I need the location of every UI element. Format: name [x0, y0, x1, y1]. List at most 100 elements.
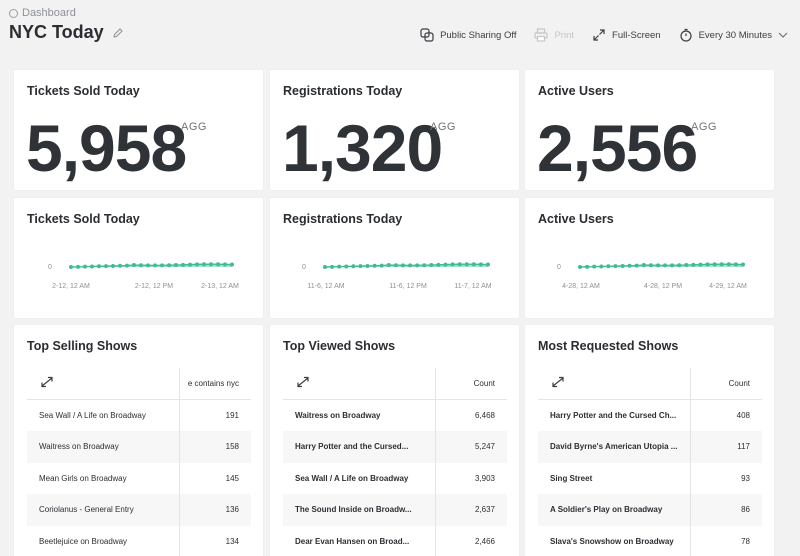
sparkline-point[interactable] — [677, 263, 682, 268]
sparkline-card-registrations[interactable]: Registrations Today 0 11-6, 12 AM 11-6, … — [270, 198, 519, 318]
table-row[interactable]: Dear Evan Hansen on Broad... 2,466 — [283, 525, 507, 556]
sparkline-point[interactable] — [379, 263, 384, 268]
sparkline-point[interactable] — [705, 262, 710, 267]
table-row[interactable]: Harry Potter and the Cursed Ch... 408 — [538, 399, 762, 431]
sparkline-point[interactable] — [655, 263, 660, 268]
sparkline-point[interactable] — [613, 264, 618, 269]
sparkline-point[interactable] — [606, 264, 611, 269]
sparkline-card-active-users[interactable]: Active Users 0 4-28, 12 AM 4-28, 12 PM 4… — [525, 198, 774, 318]
sparkline-point[interactable] — [726, 262, 731, 267]
sparkline-point[interactable] — [741, 262, 745, 267]
sparkline-point[interactable] — [358, 264, 363, 269]
sparkline-point[interactable] — [90, 264, 94, 269]
swap-arrows-icon[interactable] — [39, 374, 55, 390]
sparkline-point[interactable] — [641, 263, 646, 268]
edit-pencil-icon[interactable] — [112, 27, 124, 39]
sparkline-point[interactable] — [69, 265, 73, 269]
table-row[interactable]: Coriolanus - General Entry 136 — [27, 494, 251, 526]
sparkline-point[interactable] — [691, 262, 696, 267]
sparkline-point[interactable] — [230, 262, 234, 267]
sparkline-point[interactable] — [337, 264, 342, 269]
sparkline-point[interactable] — [443, 262, 448, 267]
sparkline-point[interactable] — [648, 263, 653, 268]
sparkline-point[interactable] — [111, 263, 115, 268]
sparkline-point[interactable] — [627, 263, 632, 268]
sparkline-point[interactable] — [167, 263, 171, 268]
sparkline-point[interactable] — [323, 265, 327, 269]
refresh-interval-dropdown[interactable]: Every 30 Minutes — [679, 28, 788, 42]
sparkline-card-tickets[interactable]: Tickets Sold Today 0 2-12, 12 AM 2-12, 1… — [14, 198, 263, 318]
table-row[interactable]: The Sound Inside on Broadw... 2,637 — [283, 494, 507, 526]
sparkline-point[interactable] — [344, 264, 349, 269]
table-row[interactable]: Beetlejuice on Broadway 134 — [27, 525, 251, 556]
table-row[interactable]: Sing Street 93 — [538, 462, 762, 494]
breadcrumb-label[interactable]: Dashboard — [22, 7, 76, 19]
table-row[interactable]: Sea Wall / A Life on Broadway 3,903 — [283, 462, 507, 494]
sparkline-point[interactable] — [634, 263, 639, 268]
sparkline-point[interactable] — [393, 263, 398, 268]
sparkline-point[interactable] — [365, 263, 370, 268]
sparkline-point[interactable] — [216, 262, 220, 267]
sparkline-point[interactable] — [372, 263, 377, 268]
breadcrumb[interactable]: Dashboard — [9, 7, 76, 19]
sparkline-point[interactable] — [83, 264, 87, 269]
sparkline-point[interactable] — [478, 262, 483, 267]
sparkline-point[interactable] — [599, 264, 604, 269]
sparkline-point[interactable] — [415, 263, 420, 268]
sparkline-point[interactable] — [139, 263, 143, 268]
column-header-count[interactable]: Count — [435, 368, 507, 399]
table-row[interactable]: Slava's Snowshow on Broadway 78 — [538, 525, 762, 556]
swap-columns-control[interactable] — [538, 374, 690, 392]
table-row[interactable]: Waitress on Broadway 158 — [27, 431, 251, 463]
sparkline-point[interactable] — [400, 263, 405, 268]
sparkline-point[interactable] — [104, 264, 108, 269]
sparkline-point[interactable] — [202, 262, 206, 267]
fullscreen-button[interactable]: Full-Screen — [592, 28, 661, 42]
sparkline-point[interactable] — [76, 264, 80, 269]
sparkline-point[interactable] — [486, 262, 490, 267]
public-sharing-button[interactable]: Public Sharing Off — [420, 28, 516, 42]
swap-columns-control[interactable] — [27, 374, 179, 392]
sparkline-point[interactable] — [620, 263, 625, 268]
sparkline-point[interactable] — [386, 263, 391, 268]
sparkline-point[interactable] — [450, 262, 455, 267]
sparkline-point[interactable] — [471, 262, 476, 267]
sparkline-point[interactable] — [160, 263, 164, 268]
table-row[interactable]: Waitress on Broadway 6,468 — [283, 399, 507, 431]
sparkline-point[interactable] — [684, 263, 689, 268]
sparkline-point[interactable] — [146, 263, 150, 268]
sparkline-point[interactable] — [663, 263, 668, 268]
sparkline-point[interactable] — [125, 263, 129, 268]
sparkline-point[interactable] — [181, 262, 185, 267]
sparkline-point[interactable] — [733, 262, 738, 267]
sparkline-point[interactable] — [457, 262, 462, 267]
swap-arrows-icon[interactable] — [550, 374, 566, 390]
sparkline-point[interactable] — [670, 263, 675, 268]
kpi-card-tickets[interactable]: Tickets Sold Today 5,958 AGG — [14, 70, 263, 190]
sparkline-point[interactable] — [422, 263, 427, 268]
sparkline-point[interactable] — [97, 264, 101, 269]
table-row[interactable]: A Soldier's Play on Broadway 86 — [538, 494, 762, 526]
sparkline-point[interactable] — [174, 263, 178, 268]
sparkline-point[interactable] — [592, 264, 597, 269]
sparkline-point[interactable] — [408, 263, 413, 268]
sparkline-point[interactable] — [429, 263, 434, 268]
sparkline-point[interactable] — [330, 264, 335, 269]
table-row[interactable]: Sea Wall / A Life on Broadway 191 — [27, 399, 251, 431]
sparkline-point[interactable] — [223, 262, 227, 267]
table-row[interactable]: David Byrne's American Utopia ... 117 — [538, 431, 762, 463]
sparkline-point[interactable] — [153, 263, 157, 268]
table-row[interactable]: Mean Girls on Broadway 145 — [27, 462, 251, 494]
kpi-card-active-users[interactable]: Active Users 2,556 AGG — [525, 70, 774, 190]
column-header-count[interactable]: Count — [690, 368, 762, 399]
sparkline-point[interactable] — [351, 264, 356, 269]
sparkline-point[interactable] — [188, 262, 192, 267]
column-header-count[interactable]: e contains nyc — [179, 368, 251, 399]
table-row[interactable]: Harry Potter and the Cursed... 5,247 — [283, 431, 507, 463]
swap-arrows-icon[interactable] — [295, 374, 311, 390]
sparkline-point[interactable] — [118, 263, 122, 268]
kpi-card-registrations[interactable]: Registrations Today 1,320 AGG — [270, 70, 519, 190]
swap-columns-control[interactable] — [283, 374, 435, 392]
sparkline-point[interactable] — [132, 263, 136, 268]
sparkline-point[interactable] — [698, 262, 703, 267]
